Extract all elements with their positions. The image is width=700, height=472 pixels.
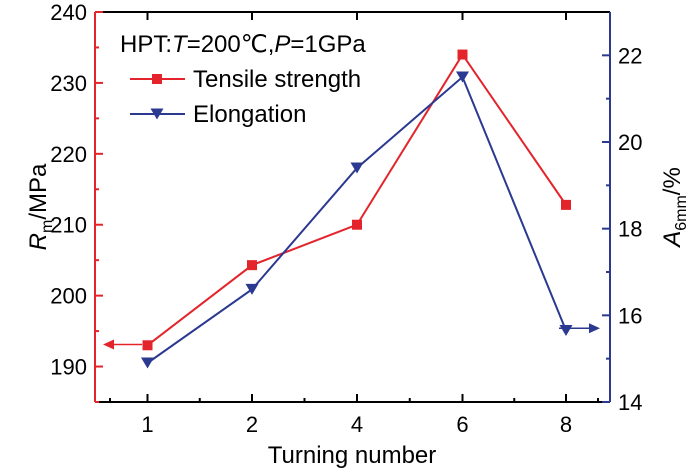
legend-marker-triangle-down [150, 108, 164, 120]
legend-marker-square [152, 74, 162, 84]
right-tick-label: 20 [618, 130, 642, 155]
right-axis-indicator-arrowhead [589, 323, 600, 334]
condition-annotation: HPT:T=200℃,P=1GPa [120, 31, 366, 58]
elongation-point [141, 357, 154, 369]
tensile-strength-point [457, 49, 468, 60]
x-tick-label: 2 [246, 412, 258, 437]
left-axis-ticks: 190 200 210 220 230 240 [50, 0, 103, 403]
right-tick-label: 14 [618, 390, 642, 415]
legend-label-elongation: Elongation [193, 101, 306, 128]
right-tick-label: 18 [618, 217, 642, 242]
left-tick-label: 230 [50, 71, 87, 96]
x-tick-label: 4 [351, 412, 363, 437]
legend: Tensile strength Elongation [130, 66, 361, 128]
tensile-strength-point [247, 260, 257, 271]
x-tick-label: 1 [141, 412, 153, 437]
elongation-point [350, 162, 364, 174]
right-tick-label: 16 [618, 303, 642, 328]
left-axis-indicator-arrowhead [103, 339, 114, 350]
right-axis-indicator [559, 323, 600, 334]
left-axis-indicator [103, 339, 142, 350]
left-axis-title: Rm/MPa [25, 163, 56, 250]
legend-label-tensile: Tensile strength [193, 66, 361, 93]
left-tick-label: 220 [50, 142, 87, 167]
left-tick-label: 240 [50, 0, 87, 25]
right-axis-title: A6mm/% [659, 167, 690, 249]
tensile-strength-point [352, 219, 362, 230]
x-axis-ticks: 1 2 4 6 8 [109, 12, 599, 437]
x-tick-label: 8 [560, 412, 572, 437]
x-axis-title: Turning number [268, 442, 437, 469]
left-tick-label: 200 [50, 284, 87, 309]
series-line-tensile-strength [146, 52, 567, 347]
x-tick-label: 6 [456, 412, 468, 437]
tensile-strength-point [142, 340, 153, 351]
left-tick-label: 210 [50, 213, 87, 238]
right-axis-ticks: 14 16 18 20 22 [602, 43, 642, 415]
series-layer [141, 49, 573, 369]
elongation-point [456, 71, 469, 83]
elongation-point [245, 283, 259, 295]
right-tick-label: 22 [618, 43, 642, 68]
left-tick-label: 190 [50, 355, 87, 380]
elongation-point [559, 325, 573, 336]
tensile-strength-point [561, 199, 571, 210]
